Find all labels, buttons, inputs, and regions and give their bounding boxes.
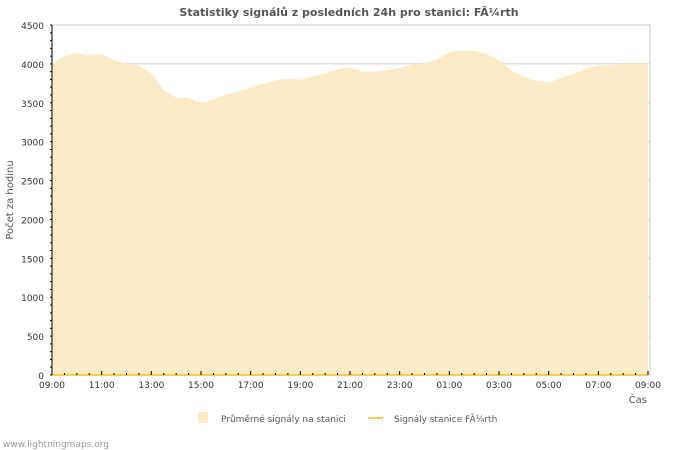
x-tick-label: 17:00	[238, 381, 264, 391]
x-tick-label: 19:00	[287, 381, 313, 391]
y-tick-label: 3000	[21, 139, 44, 149]
x-tick-label: 05:00	[536, 381, 562, 391]
y-tick-label: 500	[27, 333, 44, 343]
x-tick-label: 09:00	[39, 381, 65, 391]
y-tick-label: 2000	[21, 216, 44, 226]
legend-label-average: Průměrné signály na stanici	[221, 414, 346, 425]
x-axis-label: Čas	[629, 393, 647, 406]
footer-link[interactable]: www.lightningmaps.org	[3, 440, 109, 450]
x-tick-label: 13:00	[138, 381, 164, 391]
y-tick-label: 2500	[21, 178, 44, 188]
y-tick-label: 4000	[21, 61, 44, 71]
chart-title: Statistiky signálů z posledních 24h pro …	[179, 6, 518, 19]
y-tick-label: 1500	[21, 255, 44, 265]
y-tick-label: 0	[38, 372, 44, 382]
x-tick-label: 15:00	[188, 381, 214, 391]
y-axis-label: Počet za hodinu	[4, 160, 16, 239]
y-tick-label: 3500	[21, 100, 44, 110]
average-signals-area	[52, 50, 648, 376]
x-tick-label: 11:00	[89, 381, 115, 391]
x-tick-label: 01:00	[436, 381, 462, 391]
x-tick-label: 03:00	[486, 381, 512, 391]
legend-label-station: Signály stanice FÃ¼rth	[394, 414, 497, 425]
x-tick-label: 09:00	[635, 381, 661, 391]
x-tick-label: 07:00	[585, 381, 611, 391]
x-tick-label: 23:00	[387, 381, 413, 391]
y-tick-label: 4500	[21, 22, 44, 32]
x-tick-label: 21:00	[337, 381, 363, 391]
legend-swatch-average	[198, 412, 208, 423]
y-tick-label: 1000	[21, 294, 44, 304]
